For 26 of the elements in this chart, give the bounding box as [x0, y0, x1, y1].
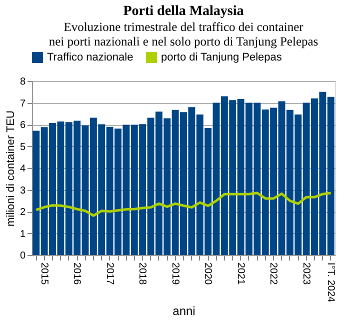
chart-subtitle: Evoluzione trimestrale del traffico dei container nei porti nazionali e nel solo porto di Tanjung Pelepas [48, 20, 318, 48]
y-tick-label: 2 [20, 207, 26, 218]
x-axis-title: anni [172, 304, 196, 318]
y-tick-label: 0 [20, 250, 26, 262]
legend-label: porto di Tanjung Pelepas [161, 52, 282, 64]
x-tick-label: 2017 [104, 262, 115, 286]
x-tick-label: I°T. 2024 [324, 262, 336, 303]
chart-title: Porti della Malaysia [123, 4, 244, 19]
y-tick-label: 1 [20, 228, 26, 240]
x-tick-label: 2018 [136, 262, 148, 286]
y-tick-label: 3 [20, 185, 26, 196]
legend-label: Traffico nazionale [47, 52, 134, 64]
y-tick-label: 4 [20, 164, 26, 174]
y-tick-label: 7 [20, 98, 26, 110]
x-tick-label: 2022 [268, 262, 279, 286]
y-tick-label: 6 [20, 120, 26, 131]
y-tick-label: 8 [20, 76, 26, 88]
x-tick-label: 2016 [71, 262, 82, 286]
line-series [34, 192, 332, 217]
x-tick-label: 2019 [169, 262, 180, 286]
y-tick-label: 5 [20, 142, 26, 153]
x-tick-label: 2015 [38, 262, 50, 286]
x-tick-label: 2020 [202, 262, 214, 286]
x-tick-label: 2021 [234, 262, 246, 286]
y-axis-title: milioni di container TEU [4, 110, 17, 226]
x-tick-label: 2023 [300, 262, 312, 286]
